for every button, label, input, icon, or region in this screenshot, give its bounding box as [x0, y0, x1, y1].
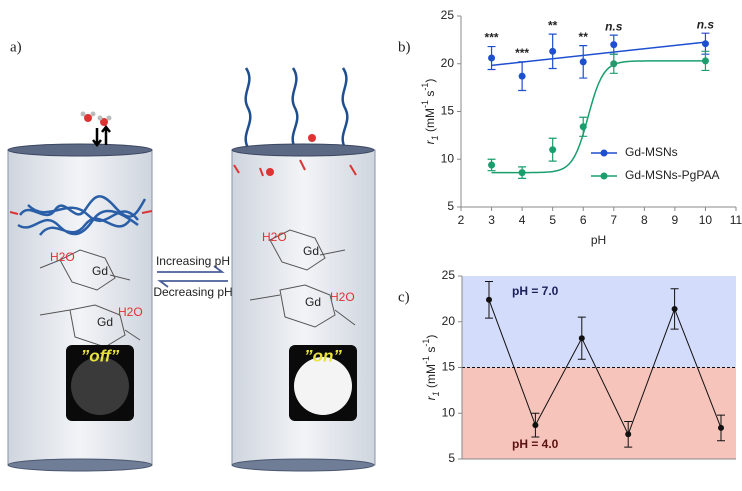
- region: [462, 367, 736, 459]
- data-point: [579, 123, 587, 131]
- y-axis-label-part: s: [424, 347, 438, 356]
- cylinder-on: Gd Gd H2O H2O ”on”: [231, 67, 376, 472]
- h2o-label: H2O: [262, 230, 287, 244]
- cylinder-off: Gd Gd H2O H2O ”off”: [7, 111, 153, 472]
- x-tick-label: 10: [699, 213, 713, 227]
- y-axis-label-part: r: [423, 139, 437, 144]
- data-point: [518, 169, 526, 177]
- data-point: [486, 296, 492, 303]
- data-point: [488, 54, 496, 62]
- y-tick-label: 10: [441, 151, 455, 165]
- y-axis-label-part: -1: [420, 100, 430, 108]
- y-tick-label: 10: [442, 405, 456, 419]
- data-point: [625, 431, 632, 438]
- y-tick-label: 15: [442, 360, 456, 374]
- state-label: ”on”: [304, 346, 342, 365]
- x-tick-label: 6: [580, 213, 587, 227]
- ph-arrows: Increasing pH Decreasing pH: [153, 254, 232, 299]
- data-point: [488, 161, 496, 169]
- significance: ***: [515, 46, 529, 60]
- x-tick-label: 9: [672, 213, 679, 227]
- y-tick-label: 20: [442, 314, 456, 328]
- significance: **: [579, 30, 589, 44]
- x-tick-label: 3: [488, 213, 495, 227]
- x-tick-label: 4: [519, 213, 526, 227]
- significance: n.s: [697, 17, 715, 31]
- legend-label: Gd-MSNs-PgPAA: [625, 168, 719, 182]
- y-axis-label-part: 1: [430, 135, 440, 140]
- region-label: pH = 7.0: [512, 284, 559, 298]
- data-point: [578, 335, 585, 342]
- y-axis-label-part: 1: [431, 391, 441, 396]
- y-axis-label-part: -1: [420, 83, 430, 91]
- data-point: [532, 422, 539, 429]
- y-axis-label-part: r: [424, 395, 438, 400]
- fit-curve: [491, 41, 706, 67]
- y-axis-label-part: s: [423, 91, 437, 100]
- y-axis-label-part: -1: [421, 339, 431, 347]
- state-label: ”off”: [81, 346, 120, 365]
- h2o-label: H2O: [50, 250, 75, 264]
- y-axis-label-part: ): [424, 335, 438, 339]
- data-point: [518, 72, 526, 80]
- x-tick-label: 5: [549, 213, 556, 227]
- data-point: [701, 57, 709, 65]
- y-axis-label-part: -1: [421, 356, 431, 364]
- y-tick-label: 5: [448, 451, 455, 465]
- fit-curve: [491, 60, 706, 174]
- y-tick-label: 20: [441, 56, 455, 70]
- y-axis-label-part: (mM: [424, 364, 438, 391]
- significance: ***: [485, 31, 499, 45]
- x-tick-label: 2: [458, 213, 465, 227]
- legend-marker: [600, 172, 608, 180]
- data-point: [671, 305, 678, 312]
- h2o-label: H2O: [330, 290, 355, 304]
- legend-label: Gd-MSNs: [625, 145, 678, 159]
- arrow-label: Increasing pH: [156, 254, 230, 268]
- x-tick-label: 11: [730, 213, 742, 227]
- data-point: [610, 60, 618, 68]
- x-tick-label: 7: [610, 213, 617, 227]
- region-label: pH = 4.0: [512, 437, 559, 451]
- region: [462, 276, 736, 368]
- panel-label: b): [398, 39, 411, 55]
- panel-label: c): [398, 289, 410, 305]
- panel-label: a): [10, 39, 22, 55]
- data-line: [488, 299, 722, 436]
- y-tick-label: 5: [447, 199, 454, 213]
- significance: n.s: [605, 19, 623, 33]
- data-point: [610, 41, 618, 49]
- y-axis-label-part: ): [423, 79, 437, 83]
- y-axis-label: r1 (mM-1 s-1): [421, 335, 441, 401]
- significance: **: [548, 18, 558, 32]
- y-tick-label: 15: [441, 104, 455, 118]
- gd-label: Gd: [92, 264, 108, 278]
- data-point: [549, 146, 557, 154]
- gd-label: Gd: [97, 315, 113, 329]
- y-axis-label: r1 (mM-1 s-1): [420, 79, 440, 145]
- arrow-label: Decreasing pH: [153, 285, 232, 299]
- data-point: [549, 47, 557, 55]
- y-tick-label: 25: [441, 8, 455, 22]
- x-axis-label: pH: [591, 233, 606, 247]
- gd-label: Gd: [305, 295, 321, 309]
- h2o-label: H2O: [118, 305, 143, 319]
- gd-label: Gd: [303, 244, 319, 258]
- data-point: [718, 424, 724, 431]
- y-axis-label-part: (mM: [423, 108, 437, 135]
- x-tick-label: 8: [641, 213, 648, 227]
- data-point: [579, 58, 587, 66]
- legend-marker: [600, 149, 608, 157]
- data-point: [701, 40, 709, 48]
- y-tick-label: 25: [442, 268, 456, 282]
